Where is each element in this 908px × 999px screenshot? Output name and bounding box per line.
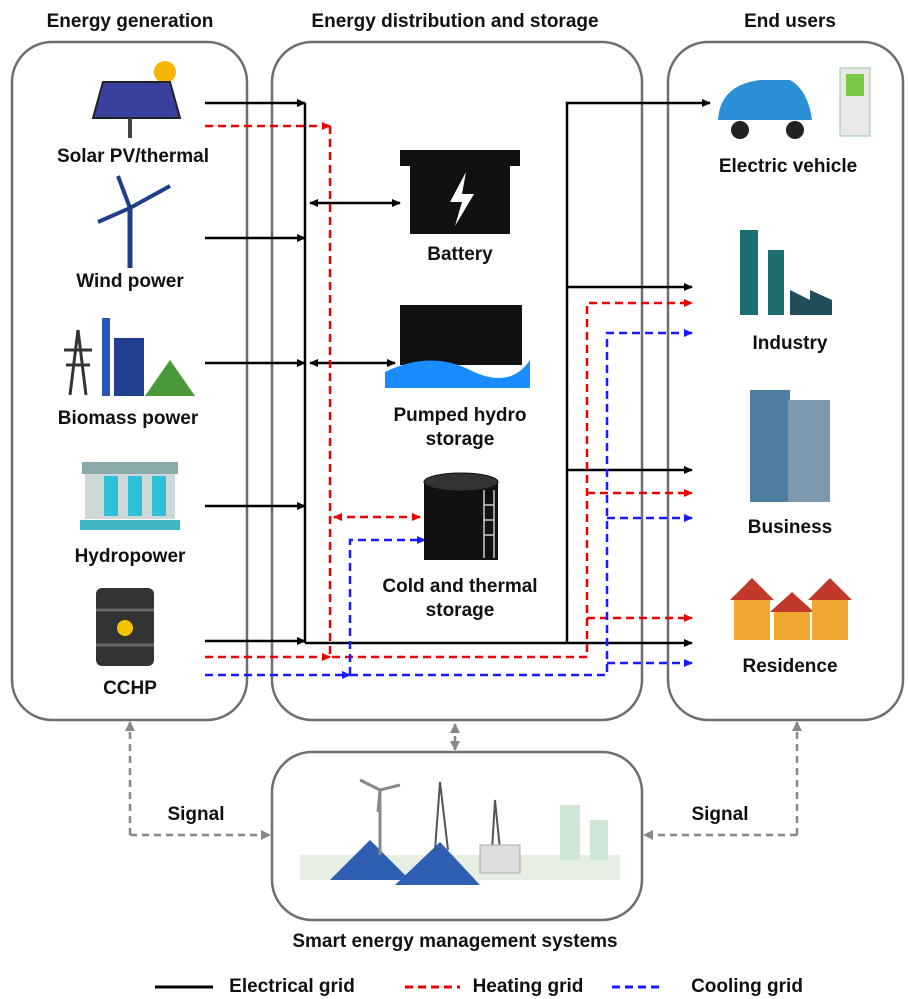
column-title: Energy distribution and storage	[311, 11, 598, 32]
legend-label: Electrical grid	[229, 976, 355, 997]
node-label: Residence	[742, 656, 837, 677]
wind-icon	[98, 176, 170, 268]
diagram: Energy generation Energy distribution an…	[0, 0, 908, 999]
management-box	[272, 752, 642, 920]
signal-label: Signal	[167, 804, 224, 825]
solar-icon	[93, 61, 180, 138]
battery-icon	[400, 150, 520, 234]
signal-label: Signal	[691, 804, 748, 825]
cchp-icon	[96, 588, 154, 666]
node-label: Hydropower	[75, 546, 186, 567]
ev-icon	[718, 68, 870, 139]
node-label: Biomass power	[58, 408, 199, 429]
node-label: Electric vehicle	[719, 156, 857, 177]
node-label: CCHP	[103, 678, 157, 699]
node-label: Battery	[427, 244, 493, 265]
column-title: Energy generation	[47, 11, 214, 32]
industry-icon	[740, 230, 832, 315]
residence-icon	[730, 578, 852, 640]
node-label: Cold and thermal	[382, 576, 537, 597]
node-label: storage	[426, 429, 495, 450]
node-label: Pumped hydro	[393, 405, 526, 426]
node-label: Wind power	[76, 271, 184, 292]
biomass-icon	[64, 318, 195, 396]
business-icon	[750, 390, 830, 502]
thermal-storage-icon	[424, 473, 498, 560]
connector	[350, 540, 425, 675]
pumped-hydro-icon	[385, 305, 530, 388]
legend-label: Heating grid	[473, 976, 584, 997]
node-label: storage	[426, 600, 495, 621]
node-label: Business	[748, 517, 832, 538]
node-label: Solar PV/thermal	[57, 146, 209, 167]
column-title: End users	[744, 11, 836, 32]
management-label: Smart energy management systems	[292, 931, 617, 952]
node-label: Industry	[753, 333, 828, 354]
connector	[567, 103, 710, 643]
management-illustration	[300, 780, 620, 885]
hydro-icon	[80, 462, 180, 530]
legend-label: Cooling grid	[691, 976, 803, 997]
